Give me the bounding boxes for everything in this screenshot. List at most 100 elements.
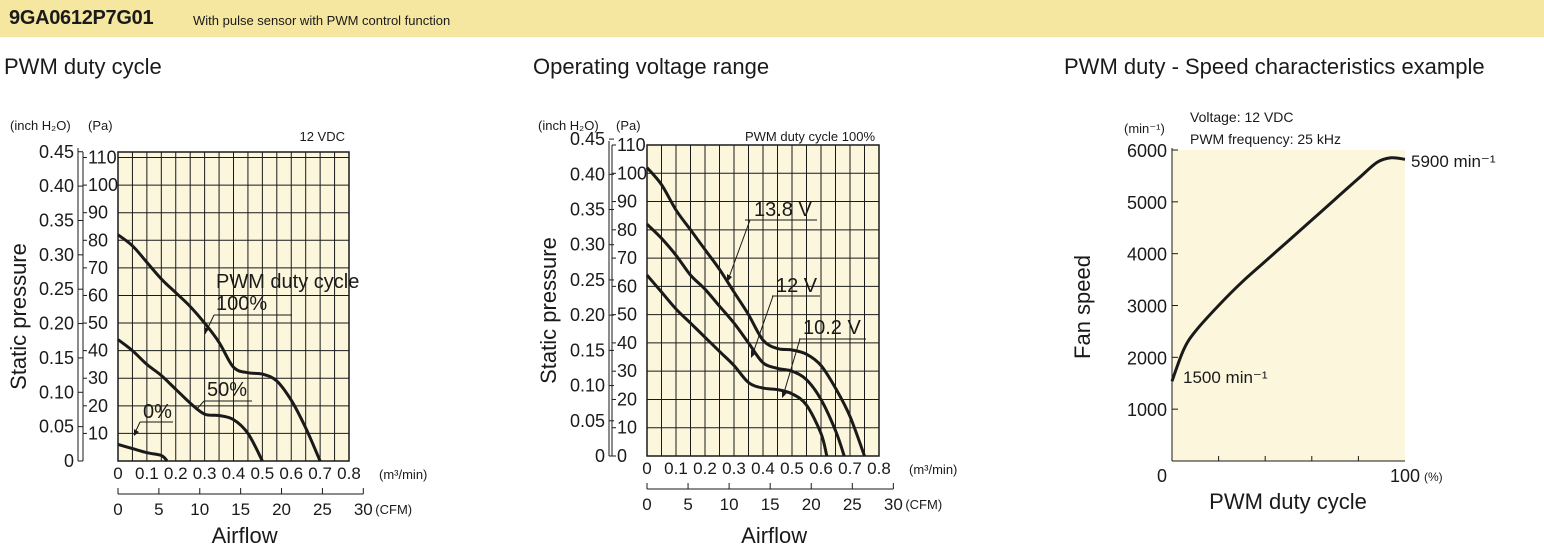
c3-note-voltage: Voltage: 12 VDC: [1190, 109, 1294, 125]
c3-x-tick-label: 0: [1157, 466, 1167, 486]
c2-x-axis-label: Airflow: [741, 523, 807, 548]
c3-y-tick-label: 1000: [1127, 400, 1167, 420]
c2-pa-tick-label: 20: [617, 389, 637, 409]
c2-inch-tick-label: 0.20: [570, 305, 605, 325]
c2-series-label-102: 10.2 V: [803, 317, 861, 339]
c1-cfm-tick-label: 10: [190, 500, 209, 519]
c1-curve-0: [117, 442, 169, 463]
c2-arrowhead-138: [727, 274, 732, 282]
c2-curve-12v: [645, 223, 846, 457]
c1-pa-tick-label: 110: [88, 148, 117, 168]
c2-x-tick-label: 0.7: [838, 459, 862, 478]
c1-x-tick-label: 0.3: [193, 464, 217, 483]
c2-leader-102: [782, 338, 801, 397]
c2-arrowhead-102: [782, 390, 787, 398]
c1-pa-tick-label: 10: [88, 423, 108, 443]
c1-series-label-0: 0%: [143, 401, 172, 423]
c2-x-tick-label: 0.3: [722, 459, 746, 478]
c2-pa-tick-label: 90: [617, 192, 637, 212]
c2-leader-138: [727, 219, 751, 281]
c3-x-tick-label: 100: [1390, 466, 1420, 486]
c1-inch-tick-label: 0: [64, 451, 74, 471]
c2-pa-tick-label: 40: [617, 333, 637, 353]
c1-curve-100: [117, 233, 322, 462]
c1-y-unit-pa: (Pa): [88, 118, 113, 133]
c2-cfm-tick-label: 25: [843, 495, 862, 514]
c2-inch-tick-label: 0.10: [570, 376, 605, 396]
c2-pa-tick-label: 100: [617, 163, 647, 183]
c2-x-unit-cfm: (CFM): [905, 497, 942, 512]
c3-y-tick-label: 2000: [1127, 348, 1167, 368]
c1-condition-note: 12 VDC: [299, 129, 345, 144]
c3-y-tick-label: 4000: [1127, 245, 1167, 265]
c1-x-unit-m3: (m³/min): [379, 467, 427, 482]
c1-pa-tick-label: 20: [88, 396, 108, 416]
c1-x-tick-label: 0: [113, 464, 122, 483]
c3-y-tick-label: 3000: [1127, 297, 1167, 317]
c2-x-tick-label: 0.1: [664, 459, 688, 478]
chart3-title: PWM duty - Speed characteristics example: [1064, 54, 1485, 79]
c1-x-tick-label: 0.2: [164, 464, 188, 483]
c2-x-tick-label: 0.8: [867, 459, 891, 478]
c2-pa-tick-label: 50: [617, 305, 637, 325]
c2-series-label-138: 13.8 V: [754, 199, 812, 221]
c2-y-axis-label: Static pressure: [536, 237, 561, 384]
c1-leader-50: [195, 400, 205, 411]
c1-cfm-tick-label: 20: [272, 500, 291, 519]
c1-x-tick-label: 0.6: [279, 464, 303, 483]
chart1-title: PWM duty cycle: [4, 54, 162, 79]
model-number: 9GA0612P7G01: [9, 7, 154, 29]
c1-arrowhead-100: [204, 327, 209, 334]
c2-x-unit-m3: (m³/min): [909, 462, 957, 477]
c2-pa-tick-label: 80: [617, 220, 637, 240]
c2-pa-tick-label: 30: [617, 361, 637, 381]
c2-inch-tick-label: 0.45: [570, 129, 605, 149]
c1-inch-tick-label: 0.05: [39, 417, 74, 437]
c2-cfm-tick-label: 30: [884, 495, 903, 514]
c1-inch-tick-label: 0.30: [39, 245, 74, 265]
c1-inch-tick-label: 0.40: [39, 176, 74, 196]
c3-x-unit: (%): [1424, 470, 1443, 484]
c2-x-tick-label: 0: [642, 459, 651, 478]
c2-pa-tick-label: 0: [617, 446, 627, 466]
c2-curve-102v: [645, 274, 829, 457]
c2-leader-12: [751, 295, 774, 357]
model-description: With pulse sensor with PWM control funct…: [193, 13, 451, 28]
c2-inch-tick-label: 0.05: [570, 411, 605, 431]
c1-x-tick-label: 0.8: [337, 464, 361, 483]
c2-cfm-tick-label: 10: [720, 495, 739, 514]
c3-y-tick-label: 6000: [1127, 141, 1167, 161]
c1-x-tick-label: 0.5: [251, 464, 275, 483]
c3-y-tick-label: 5000: [1127, 193, 1167, 213]
c1-series-label-100: 100%: [216, 293, 267, 315]
c1-pa-tick-label: 60: [88, 285, 108, 305]
c1-inch-tick-label: 0.10: [39, 382, 74, 402]
c2-pa-tick-label: 10: [617, 418, 637, 438]
c2-x-tick-label: 0.6: [809, 459, 833, 478]
c1-x-unit-cfm: (CFM): [375, 502, 412, 517]
c1-pa-tick-label: 40: [88, 341, 108, 361]
c2-x-tick-label: 0.2: [693, 459, 717, 478]
c2-plot-frame: [646, 144, 880, 457]
c1-pa-tick-label: 70: [88, 258, 108, 278]
c1-x-tick-label: 0.4: [222, 464, 246, 483]
c1-y-unit-inch: (inch H₂O): [10, 118, 71, 133]
c2-y-unit-inch: (inch H₂O): [538, 118, 599, 133]
c1-cfm-tick-label: 5: [154, 500, 163, 519]
c2-y-unit-pa: (Pa): [616, 118, 641, 133]
c2-inch-tick-label: 0.30: [570, 235, 605, 255]
c1-series-label-title: PWM duty cycle: [216, 271, 359, 293]
c2-inch-tick-label: 0: [595, 446, 605, 466]
header-bar: 9GA0612P7G01 With pulse sensor with PWM …: [0, 0, 1544, 37]
c1-inch-tick-label: 0.20: [39, 314, 74, 334]
c2-cfm-tick-label: 0: [642, 495, 651, 514]
c3-x-axis-label: PWM duty cycle: [1209, 489, 1367, 514]
c1-y-axis-label: Static pressure: [6, 243, 31, 390]
c2-condition-note: PWM duty cycle 100%: [745, 129, 875, 144]
c1-series-label-50: 50%: [207, 379, 247, 401]
c1-inch-tick-label: 0.35: [39, 210, 74, 230]
c2-series-label-12: 12 V: [776, 275, 818, 297]
c2-inch-tick-label: 0.40: [570, 164, 605, 184]
c1-inch-tick-label: 0.15: [39, 348, 74, 368]
c1-arrowhead-0: [134, 429, 139, 436]
